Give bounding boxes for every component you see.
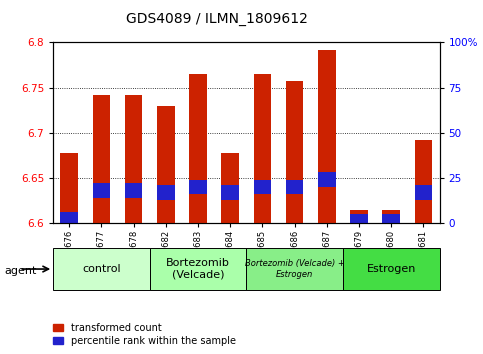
Bar [125,95,142,223]
Bar [93,183,110,198]
Bar [246,248,343,290]
Bar [350,214,368,228]
Text: Estrogen: Estrogen [367,264,416,274]
Text: Bortezomib
(Velcade): Bortezomib (Velcade) [166,258,230,280]
Bar [157,105,175,223]
Bar [93,95,110,223]
Bar [414,185,432,200]
Bar [221,153,239,223]
Bar [343,248,440,290]
Text: agent: agent [5,266,37,276]
Bar [414,140,432,223]
Bar [254,74,271,223]
Bar [318,50,336,223]
Bar [221,185,239,200]
Bar [157,185,175,200]
Bar [60,153,78,223]
Bar [125,183,142,198]
Bar [286,81,303,223]
Text: Bortezomib (Velcade) +
Estrogen: Bortezomib (Velcade) + Estrogen [245,259,344,279]
Bar [189,180,207,194]
Text: GDS4089 / ILMN_1809612: GDS4089 / ILMN_1809612 [127,12,308,27]
Bar [254,180,271,194]
Bar [189,74,207,223]
Bar [383,210,400,223]
Bar [60,212,78,227]
Bar [383,214,400,228]
Legend: transformed count, percentile rank within the sample: transformed count, percentile rank withi… [53,323,236,346]
Bar [150,248,246,290]
Text: control: control [82,264,121,274]
Bar [350,210,368,223]
Bar [53,248,150,290]
Bar [286,180,303,194]
Bar [318,172,336,187]
